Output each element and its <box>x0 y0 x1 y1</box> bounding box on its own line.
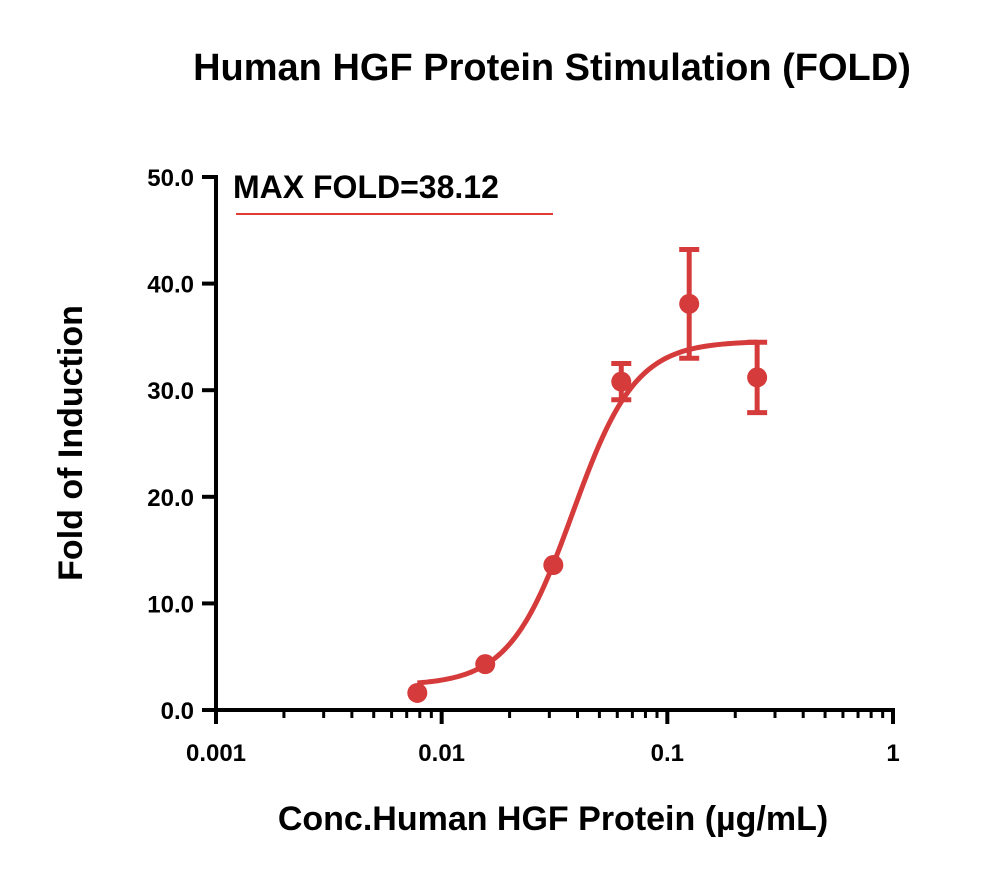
data-point <box>611 371 632 392</box>
y-tick-label: 50.0 <box>147 165 194 192</box>
max-fold-annotation: MAX FOLD=38.12 <box>233 169 499 205</box>
y-tick-label: 40.0 <box>147 272 194 299</box>
data-point <box>475 654 496 675</box>
y-tick-label: 30.0 <box>147 378 194 405</box>
x-tick-label: 0.1 <box>651 740 684 767</box>
data-point <box>407 682 428 703</box>
data-point <box>747 367 768 388</box>
plot-area: 0.0 10.0 20.0 30.0 40.0 50.0 0.001 0.01 0.1 1 <box>147 165 899 767</box>
x-tick-label: 1 <box>886 740 899 767</box>
x-tick-label: 0.01 <box>418 740 465 767</box>
y-tick-label: 20.0 <box>147 485 194 512</box>
chart-title: Human HGF Protein Stimulation (FOLD) <box>193 47 911 89</box>
y-tick-label: 0.0 <box>161 698 194 725</box>
x-tick-label: 0.001 <box>186 740 246 767</box>
data-point <box>679 293 700 314</box>
data-point <box>543 555 564 576</box>
x-axis-label: Conc.Human HGF Protein (µg/mL) <box>278 800 828 838</box>
fit-curve <box>417 339 758 686</box>
y-axis-label: Fold of Induction <box>52 305 90 581</box>
y-tick-label: 10.0 <box>147 591 194 618</box>
